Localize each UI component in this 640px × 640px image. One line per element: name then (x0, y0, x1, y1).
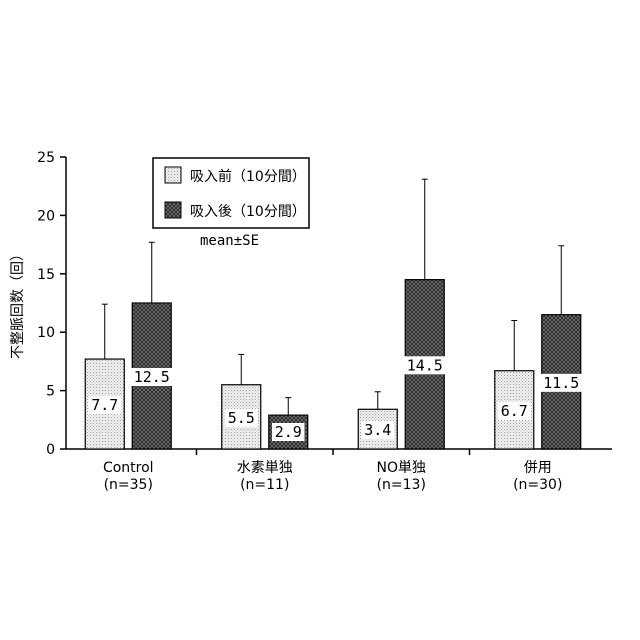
category-label: 水素単独 (237, 460, 293, 476)
y-axis-label: 不整脈回数（回） (10, 247, 26, 359)
y-tick-label: 25 (37, 150, 55, 166)
category-label: NO単独 (377, 460, 427, 476)
data-label: 12.5 (134, 368, 170, 386)
data-label: 3.4 (364, 421, 391, 439)
category-label: 併用 (524, 460, 552, 476)
legend: 吸入前（10分間） 吸入後（10分間） (153, 158, 309, 228)
legend-label-before: 吸入前（10分間） (190, 168, 306, 185)
data-label: 6.7 (501, 402, 528, 420)
data-label: 5.5 (228, 409, 255, 427)
y-tick-label: 20 (37, 208, 55, 224)
data-label: 11.5 (543, 374, 579, 392)
category-n-label: (n=13) (377, 477, 426, 493)
y-tick-label: 5 (46, 384, 55, 400)
y-tick-label: 15 (37, 267, 55, 283)
y-tick-label: 10 (37, 325, 55, 341)
category-n-label: (n=35) (104, 477, 153, 493)
annotation-mean-se: mean±SE (200, 233, 259, 249)
data-label: 7.7 (91, 396, 118, 414)
data-label: 2.9 (275, 423, 302, 441)
legend-swatch-after (165, 202, 181, 218)
legend-label-after: 吸入後（10分間） (190, 204, 306, 220)
category-n-label: (n=30) (513, 477, 562, 493)
category-n-label: (n=11) (240, 477, 289, 493)
data-label: 14.5 (407, 356, 443, 374)
category-label: Control (103, 460, 154, 476)
legend-swatch-before (165, 167, 181, 183)
y-tick-label: 0 (46, 442, 55, 458)
